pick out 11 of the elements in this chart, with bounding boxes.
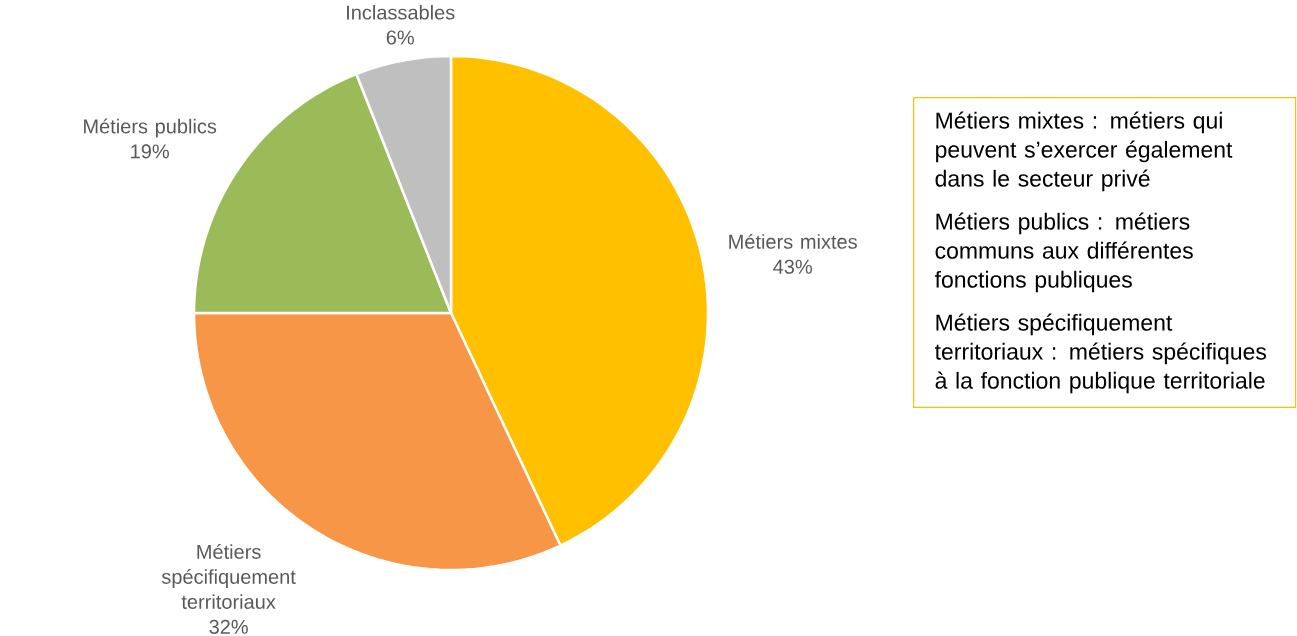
- data-label: 43%: [773, 259, 812, 274]
- slice-label: Métiers spécifiquement territoriaux: [161, 544, 296, 609]
- slice-label: Métiers mixtes: [729, 233, 857, 249]
- slice-label: Inclassables: [347, 4, 455, 20]
- data-label: 19%: [131, 144, 169, 159]
- text: Métiers mixtes : métiers qui peuvent s’exercer également dans le secteur privé: [935, 111, 1233, 192]
- data-label: 32%: [209, 619, 248, 634]
- slice-label: Métiers publics: [84, 118, 217, 138]
- text: Métiers spécifiquement territoriaux : métiers spécifiques à la fonction publique territoriale: [934, 313, 1267, 394]
- text: Métiers publics : métiers communs aux différentes fonctions publiques: [934, 212, 1193, 293]
- data-label: 6%: [386, 30, 414, 45]
